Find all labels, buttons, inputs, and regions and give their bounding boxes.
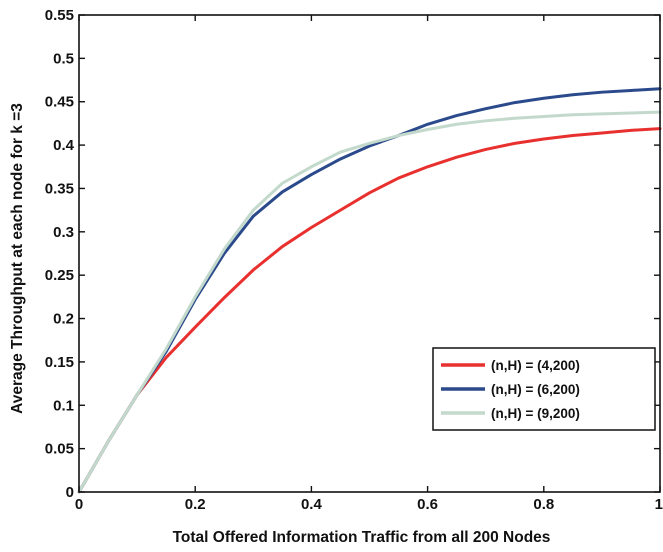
x-tick-label: 0.6	[417, 496, 438, 513]
x-tick-label: 0.4	[301, 496, 323, 513]
y-tick-label: 0.3	[53, 224, 74, 241]
axes	[78, 14, 661, 493]
y-tick-label: 0.25	[45, 267, 74, 284]
axes-frame	[78, 14, 661, 493]
legend-label-3: (n,H) = (9,200)	[491, 406, 580, 421]
x-tick-label: 1	[655, 496, 663, 513]
y-tick-label: 0.2	[53, 311, 74, 328]
series-lines	[77, 87, 662, 494]
y-tick-label: 0.5	[53, 50, 74, 67]
y-tick-label: 0.35	[45, 180, 74, 197]
x-tick-label: 0.2	[185, 496, 206, 513]
x-axis-label: Total Offered Information Traffic from a…	[173, 529, 551, 546]
x-tick-label: 0.8	[533, 496, 554, 513]
y-tick-label: 0.05	[45, 441, 74, 458]
y-tick-label: 0.15	[45, 354, 74, 371]
y-tick-label: 0	[66, 484, 74, 501]
y-tick-label: 0.55	[45, 7, 74, 24]
legend: (n,H) = (4,200) (n,H) = (6,200) (n,H) = (9…	[432, 347, 656, 431]
series-line-1	[77, 127, 662, 494]
y-tick-label: 0.45	[45, 94, 74, 111]
legend-label-2: (n,H) = (6,200)	[491, 382, 580, 397]
tick-labels: 0 0.2 0.4 0.6 0.8 1 0 0.05 0.1 0.15 0.2 0.25 0.3 0.35…	[45, 7, 663, 513]
y-tick-label: 0.1	[53, 397, 74, 414]
y-tick-label: 0.4	[53, 137, 75, 154]
legend-label-1: (n,H) = (4,200)	[491, 358, 580, 373]
series-line-3	[77, 110, 662, 494]
x-tick-label: 0	[75, 496, 83, 513]
y-axis-label: Average Throughput at each node for k =3	[9, 103, 26, 414]
